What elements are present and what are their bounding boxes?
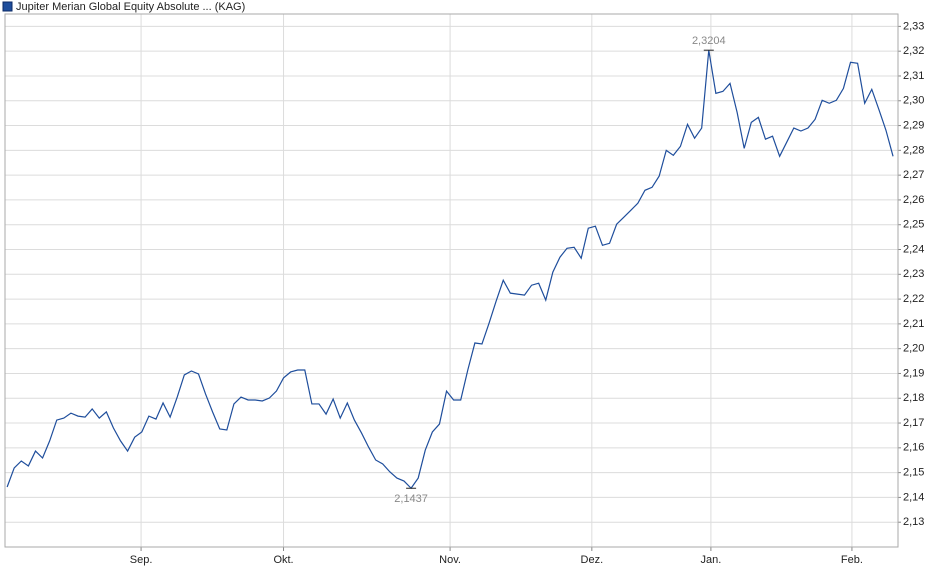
y-tick-label: 2,30	[903, 95, 924, 107]
y-tick-label: 2,17	[903, 417, 924, 429]
y-tick-label: 2,23	[903, 268, 924, 280]
x-tick-label: Feb.	[841, 554, 863, 566]
y-tick-label: 2,33	[903, 20, 924, 32]
y-tick-label: 2,20	[903, 343, 924, 355]
y-tick-label: 2,27	[903, 169, 924, 181]
x-tick-label: Jan.	[700, 554, 721, 566]
line	[6, 50, 894, 490]
y-tick-label: 2,16	[903, 442, 924, 454]
y-tick-label: 2,21	[903, 318, 924, 330]
y-tick-label: 2,26	[903, 194, 924, 206]
y-tick-label: 2,25	[903, 219, 924, 231]
y-tick-label: 2,24	[903, 243, 924, 255]
y-tick-label: 2,13	[903, 516, 924, 528]
x-tick-label: Dez.	[581, 554, 604, 566]
y-tick-label: 2,29	[903, 119, 924, 131]
legend-swatch	[2, 1, 13, 12]
legend-label: Jupiter Merian Global Equity Absolute ..…	[16, 1, 245, 13]
y-tick-label: 2,18	[903, 392, 924, 404]
x-tick-label: Nov.	[439, 554, 461, 566]
y-tick-label: 2,31	[903, 70, 924, 82]
y-tick-label: 2,19	[903, 367, 924, 379]
y-tick-label: 2,15	[903, 467, 924, 479]
y-tick-label: 2,14	[903, 491, 924, 503]
y-tick-label: 2,28	[903, 144, 924, 156]
annotation-label: 2,3204	[692, 35, 726, 47]
y-tick-label: 2,22	[903, 293, 924, 305]
annotation-label: 2,1437	[394, 493, 428, 505]
x-tick-label: Sep.	[130, 554, 153, 566]
plot-frame	[4, 13, 899, 548]
x-tick-label: Okt.	[273, 554, 293, 566]
y-tick-label: 2,32	[903, 45, 924, 57]
